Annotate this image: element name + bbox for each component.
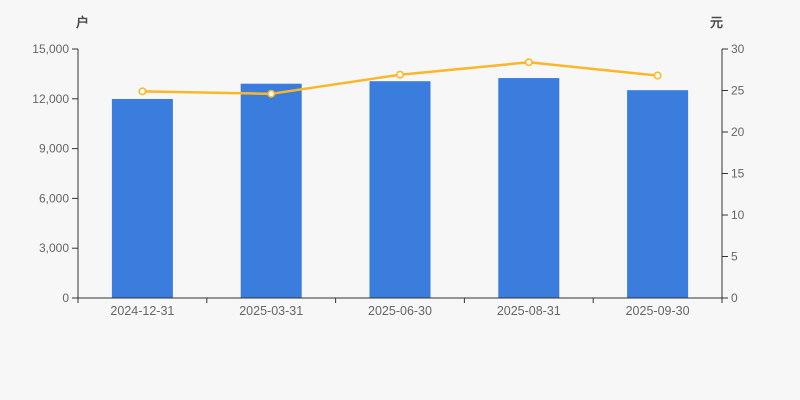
x-axis-category-label: 2025-06-30: [368, 304, 432, 318]
left-axis-tick-label: 6,000: [39, 191, 69, 205]
line-marker[interactable]: [267, 89, 276, 98]
right-axis-tick-label: 20: [731, 125, 745, 139]
x-axis-category-label: 2025-08-31: [497, 304, 561, 318]
x-axis-category-label: 2024-12-31: [110, 304, 174, 318]
right-axis-tick-label: 0: [731, 291, 738, 305]
line-marker[interactable]: [653, 71, 662, 80]
right-axis-tick-label: 25: [731, 84, 745, 98]
left-axis-tick-label: 3,000: [39, 241, 69, 255]
x-axis-category-label: 2025-09-30: [626, 304, 690, 318]
line-marker[interactable]: [524, 58, 533, 67]
bar[interactable]: [369, 81, 431, 298]
bar[interactable]: [627, 90, 689, 298]
bar[interactable]: [111, 98, 173, 298]
left-axis-tick-label: 9,000: [39, 142, 69, 156]
left-axis-tick-label: 12,000: [32, 92, 69, 106]
line-marker[interactable]: [138, 87, 147, 96]
left-axis-unit-label: 户: [76, 15, 90, 30]
right-axis-tick-label: 5: [731, 250, 738, 264]
right-axis-tick-label: 10: [731, 208, 745, 222]
bar[interactable]: [240, 83, 302, 298]
left-axis-tick-label: 15,000: [32, 42, 69, 56]
right-axis-tick-label: 15: [731, 167, 745, 181]
bar[interactable]: [498, 78, 560, 298]
right-axis-tick-label: 30: [731, 42, 745, 56]
left-axis-tick-label: 0: [62, 291, 69, 305]
line-marker[interactable]: [395, 70, 404, 79]
x-axis-category-label: 2025-03-31: [239, 304, 303, 318]
right-axis-unit-label: 元: [710, 15, 724, 30]
